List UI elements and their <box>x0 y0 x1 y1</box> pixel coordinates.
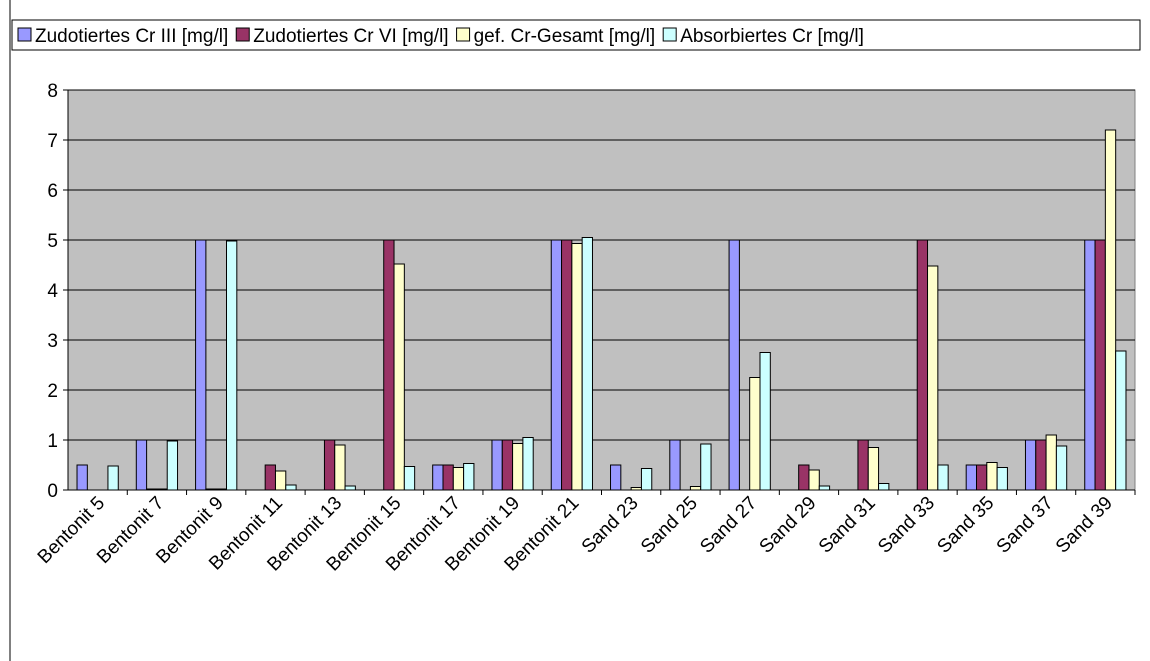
bar <box>640 468 653 491</box>
bar <box>571 243 583 491</box>
legend-label: Zudotiertes Cr III [mg/l] <box>35 26 228 47</box>
bar <box>561 239 573 491</box>
bar <box>700 443 712 491</box>
bar <box>205 488 217 491</box>
bar <box>808 469 820 491</box>
y-tick-label: 7 <box>47 131 58 152</box>
bar <box>166 440 179 491</box>
bar <box>215 488 228 491</box>
bar <box>1055 445 1068 491</box>
legend-box <box>11 19 1141 51</box>
x-tick-label: Sand 37 <box>993 493 1058 558</box>
legend-swatch <box>662 27 677 42</box>
bar <box>452 467 465 491</box>
bar <box>965 464 977 491</box>
bar <box>996 467 1008 491</box>
bar <box>937 464 949 491</box>
y-tick-label: 2 <box>47 381 58 402</box>
x-tick-label: Sand 29 <box>756 493 821 558</box>
x-tick-label: Sand 25 <box>637 493 702 558</box>
y-tick-label: 4 <box>47 281 58 302</box>
bar <box>107 465 119 491</box>
legend-label: gef. Cr-Gesamt [mg/l] <box>474 26 656 47</box>
bar <box>501 439 514 491</box>
bar <box>1115 350 1127 491</box>
y-tick-label: 8 <box>47 81 58 102</box>
bar <box>403 466 416 491</box>
bar <box>344 485 356 491</box>
bar <box>1045 434 1057 491</box>
bar <box>264 464 276 491</box>
bar <box>1024 439 1037 491</box>
bar <box>334 444 346 491</box>
bar <box>975 464 988 491</box>
bar <box>1094 239 1106 491</box>
legend-swatch <box>17 27 32 42</box>
bar <box>689 486 702 491</box>
bar <box>749 377 761 491</box>
legend-label: Zudotiertes Cr VI [mg/l] <box>253 26 448 47</box>
bar <box>610 464 622 491</box>
bar <box>393 263 405 491</box>
y-tick-label: 6 <box>47 181 58 202</box>
x-tick-label: Sand 27 <box>696 493 761 558</box>
y-tick-label: 1 <box>47 431 58 452</box>
bar <box>383 239 395 491</box>
x-tick-label: Sand 31 <box>815 493 880 558</box>
x-tick-label: Sand 35 <box>933 493 998 558</box>
bar <box>274 470 287 491</box>
bar <box>146 488 158 491</box>
legend-swatch <box>235 27 250 42</box>
bar <box>759 352 771 491</box>
bar <box>1035 439 1047 491</box>
bar <box>1084 239 1096 491</box>
bar <box>195 239 207 491</box>
legend-swatch <box>456 27 471 42</box>
bar <box>986 462 998 491</box>
bar <box>630 487 642 491</box>
x-tick-label: Sand 23 <box>578 493 643 558</box>
bar <box>491 439 503 491</box>
bar <box>432 464 444 491</box>
bar <box>581 237 593 491</box>
legend-label: Absorbiertes Cr [mg/l] <box>680 26 864 47</box>
bar <box>135 439 148 491</box>
y-tick-label: 5 <box>47 231 58 252</box>
y-tick-label: 0 <box>47 481 58 502</box>
bar <box>916 239 929 491</box>
x-tick-label: Sand 39 <box>1052 493 1117 558</box>
bar <box>156 488 168 491</box>
bar <box>878 483 890 491</box>
bar <box>857 439 869 491</box>
bar <box>550 239 563 491</box>
bar <box>1104 129 1117 491</box>
bar <box>522 437 534 491</box>
bar <box>323 439 336 491</box>
bar <box>798 464 810 491</box>
bar <box>226 240 238 491</box>
bar <box>285 484 297 491</box>
bar <box>818 485 831 491</box>
bar <box>512 443 524 491</box>
bar <box>728 239 740 491</box>
bar <box>463 463 475 491</box>
bar <box>442 464 454 491</box>
bar <box>76 464 88 491</box>
bar <box>867 447 880 491</box>
bar <box>927 265 939 491</box>
x-tick-label: Sand 33 <box>874 493 939 558</box>
y-tick-label: 3 <box>47 331 58 352</box>
bar <box>669 439 681 491</box>
